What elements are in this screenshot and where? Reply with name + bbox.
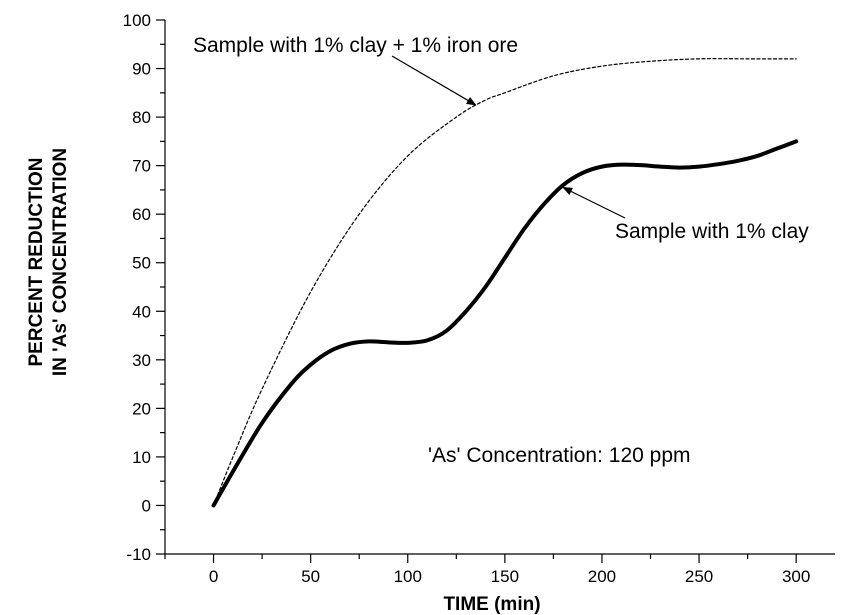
axes xyxy=(164,20,835,555)
series-line-clay-iron-ore xyxy=(212,58,797,507)
annotation-concentration: 'As' Concentration: 120 ppm xyxy=(428,444,691,467)
y-tick-label: 100 xyxy=(123,11,151,30)
x-tick-label: 300 xyxy=(782,567,810,586)
x-tick-label: 150 xyxy=(491,567,519,586)
series-lines xyxy=(211,58,799,508)
x-tick-label: 0 xyxy=(209,567,218,586)
y-tick-label: 10 xyxy=(132,448,151,467)
annotation-clay-iron-label: Sample with 1% clay + 1% iron ore xyxy=(193,34,518,57)
y-tick-label: 80 xyxy=(132,108,151,127)
series-line-clay xyxy=(211,139,799,508)
x-axis-ticks: 0 50 100 150 200 250 300 xyxy=(164,554,810,586)
y-tick-label: 30 xyxy=(132,351,151,370)
x-tick-label: 200 xyxy=(588,567,616,586)
x-tick-label: 250 xyxy=(685,567,713,586)
annotation-clay-arrow xyxy=(562,186,626,219)
y-tick-label: 90 xyxy=(132,60,151,79)
x-tick-label: 50 xyxy=(301,567,320,586)
y-axis-title-line-1: PERCENT REDUCTION xyxy=(26,157,47,366)
y-axis-title-line-2: IN 'As' CONCENTRATION xyxy=(50,148,71,376)
y-tick-label: -10 xyxy=(126,545,151,564)
annotation-clay-label: Sample with 1% clay xyxy=(615,220,809,243)
y-axis-title: PERCENT REDUCTION IN 'As' CONCENTRATION xyxy=(26,148,71,376)
y-tick-label: 50 xyxy=(132,254,151,273)
x-axis-title: TIME (min) xyxy=(443,594,540,615)
y-tick-label: 20 xyxy=(132,399,151,418)
y-tick-label: 0 xyxy=(142,496,151,515)
y-axis-ticks: -10 0 10 20 30 40 50 60 70 80 90 100 xyxy=(123,11,165,564)
x-tick-label: 100 xyxy=(394,567,422,586)
annotation-clay-iron-arrow xyxy=(391,55,477,106)
y-tick-label: 40 xyxy=(132,302,151,321)
y-tick-label: 70 xyxy=(132,157,151,176)
y-tick-label: 60 xyxy=(132,205,151,224)
